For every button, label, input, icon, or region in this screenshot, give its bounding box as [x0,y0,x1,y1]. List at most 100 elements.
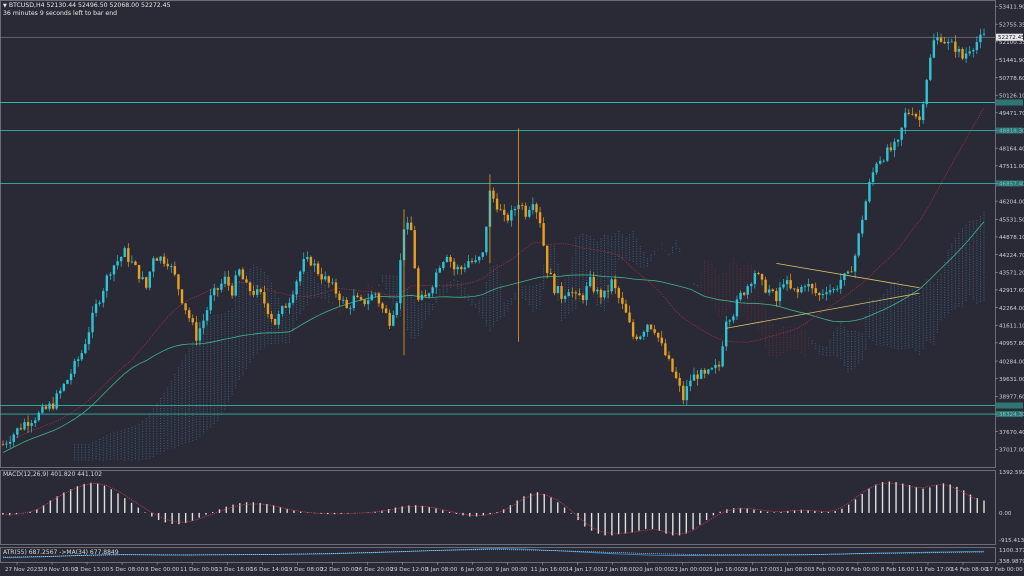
candle-body [764,279,767,293]
candle-body [213,288,216,296]
y-tick-label: 43571.20 [999,270,1024,276]
candle-body [392,314,395,326]
candle-body [714,364,717,369]
x-tick-label: 26 Dec 20:00 [355,567,393,573]
candle-body [925,79,928,105]
candle-body [606,290,610,292]
atr-pane-border [0,547,996,563]
candle-body [26,422,30,426]
candle-body [789,280,792,289]
candle-body [256,289,259,295]
candle-body [87,332,91,345]
candle-body [449,256,452,262]
candle-body [395,303,399,315]
atr-pane[interactable] [2,548,985,559]
candle-body [374,293,377,295]
candle-body [377,293,381,304]
candle-body [148,271,151,288]
candle-body [216,288,220,290]
candle-body [69,373,73,381]
candle-body [177,274,180,290]
candle-body [732,316,735,321]
candle-body [456,266,459,270]
candle-body [173,266,177,275]
candle-body [689,380,692,387]
candle-body [864,201,868,220]
triangle-upper-line[interactable] [776,263,920,289]
candle-body [37,412,41,421]
symbol-dropdown-icon[interactable]: ▼ [3,3,7,9]
candle-body [725,321,728,347]
triangle-lower-line[interactable] [726,292,920,329]
x-tick-label: 6 Feb 00:00 [846,567,880,573]
candle-body [621,297,624,304]
candle-body [653,329,656,333]
main-price-pane[interactable] [0,28,995,461]
macd-pane[interactable] [2,481,985,536]
candle-body [263,292,266,304]
candle-body [796,288,800,293]
candle-body [288,302,291,308]
candle-body [760,274,764,280]
x-tick-label: 20 Jan 00:00 [636,567,672,573]
candle-body [316,263,320,275]
candle-body [170,266,173,267]
candle-body [98,302,101,304]
candle-body [467,261,470,268]
bar-countdown: 36 minutes 9 seconds left to bar end [3,10,118,17]
candle-body [603,290,606,298]
candle-body [946,41,950,44]
macd-y-tick-label: -915.413 [999,538,1024,544]
candle-body [871,172,875,183]
x-tick-label: 16 Dec 14:00 [250,567,288,573]
candle-body [578,293,581,296]
candle-body [474,260,477,263]
atr-line [2,548,985,559]
candle-body [349,308,352,309]
candle-body [513,208,517,211]
candle-body [241,269,245,280]
candle-body [803,286,807,288]
candle-body [234,275,237,296]
candle-body [30,423,33,426]
candle-body [660,337,663,344]
candle-body [886,147,889,161]
candle-body [703,370,706,374]
candle-body [882,160,885,162]
symbol-ohlc-line: BTCUSD,H4 52130.44 52496.50 52068.00 522… [8,2,171,9]
candle-body [571,292,574,294]
candle-body [735,299,739,317]
candle-body [678,378,681,386]
candle-body [119,257,123,262]
x-tick-label: 31 Jan 08:00 [776,567,812,573]
candle-body [599,289,603,298]
candle-body [596,289,599,292]
candle-body [503,209,506,215]
candle-body [252,291,255,295]
ichimoku-cloud [74,212,985,461]
candle-body [66,380,69,384]
main-pane-border [0,0,996,468]
candle-body [624,303,628,313]
y-tick-label: 45531.50 [999,218,1024,224]
level-price-tag [996,411,1023,418]
candle-body [810,284,814,289]
candle-body [123,248,126,258]
candle-body [574,292,578,294]
candle-body [94,303,98,313]
chart-info-overlay: ▼ BTCUSD,H4 52130.44 52496.50 52068.00 5… [3,2,171,18]
candle-body [893,141,896,151]
candle-body [800,286,803,293]
candle-body [295,281,298,295]
candle-body [438,268,441,273]
candle-body [370,294,373,301]
y-tick-label: 38977.60 [999,395,1024,401]
candle-body [116,261,119,266]
candle-body [821,294,825,296]
candle-body [954,41,957,52]
moving-average-line [2,221,985,453]
candle-body [699,370,703,379]
candle-body [463,267,467,270]
